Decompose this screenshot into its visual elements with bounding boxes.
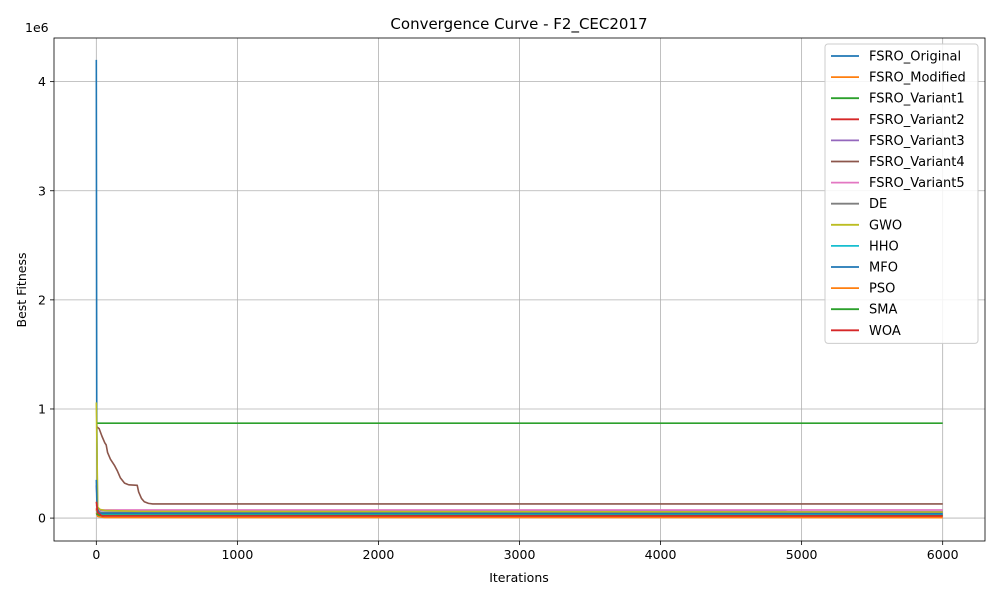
x-tick-label: 4000 xyxy=(645,547,677,562)
y-axis-label: Best Fitness xyxy=(14,253,29,328)
legend-entry: FSRO_Original xyxy=(869,50,961,65)
y-axis-offset-label: 1e6 xyxy=(25,20,49,35)
plot-lines xyxy=(95,59,943,519)
x-axis-label: Iterations xyxy=(489,570,549,585)
y-tick-label: 0 xyxy=(38,511,46,526)
legend-entry: FSRO_Variant2 xyxy=(869,113,965,128)
legend-entry: DE xyxy=(869,197,887,212)
x-axis-ticks: 0 1000 2000 3000 4000 5000 6000 xyxy=(92,541,959,562)
legend-box xyxy=(824,43,979,344)
legend: FSRO_Original FSRO_Modified FSRO_Variant1 F… xyxy=(824,43,979,344)
legend-entry: FSRO_Variant5 xyxy=(869,176,965,191)
x-tick-label: 0 xyxy=(92,547,100,562)
series-line xyxy=(95,402,943,513)
legend-entry: FSRO_Variant3 xyxy=(869,134,965,149)
x-tick-label: 2000 xyxy=(363,547,395,562)
legend-entry: FSRO_Variant1 xyxy=(869,92,965,107)
y-tick-label: 3 xyxy=(38,183,46,198)
x-tick-label: 1000 xyxy=(221,547,253,562)
y-tick-label: 4 xyxy=(38,74,46,89)
legend-entry: PSO xyxy=(869,282,895,297)
x-tick-label: 6000 xyxy=(927,547,959,562)
y-tick-label: 1 xyxy=(38,401,46,416)
series-line xyxy=(95,425,943,505)
chart-title: Convergence Curve - F2_CEC2017 xyxy=(390,15,647,34)
legend-entry: HHO xyxy=(869,239,899,254)
y-tick-label: 2 xyxy=(38,292,46,307)
legend-entry: WOA xyxy=(869,324,901,339)
x-tick-label: 5000 xyxy=(786,547,818,562)
legend-entry: SMA xyxy=(869,303,897,318)
y-axis-ticks: 0 1 2 3 4 xyxy=(38,74,54,526)
legend-entry: FSRO_Modified xyxy=(869,71,966,86)
legend-entry: GWO xyxy=(869,218,902,233)
legend-entry: FSRO_Variant4 xyxy=(869,155,965,170)
series-line xyxy=(95,501,943,517)
x-tick-label: 3000 xyxy=(504,547,536,562)
legend-entry: MFO xyxy=(869,261,898,276)
